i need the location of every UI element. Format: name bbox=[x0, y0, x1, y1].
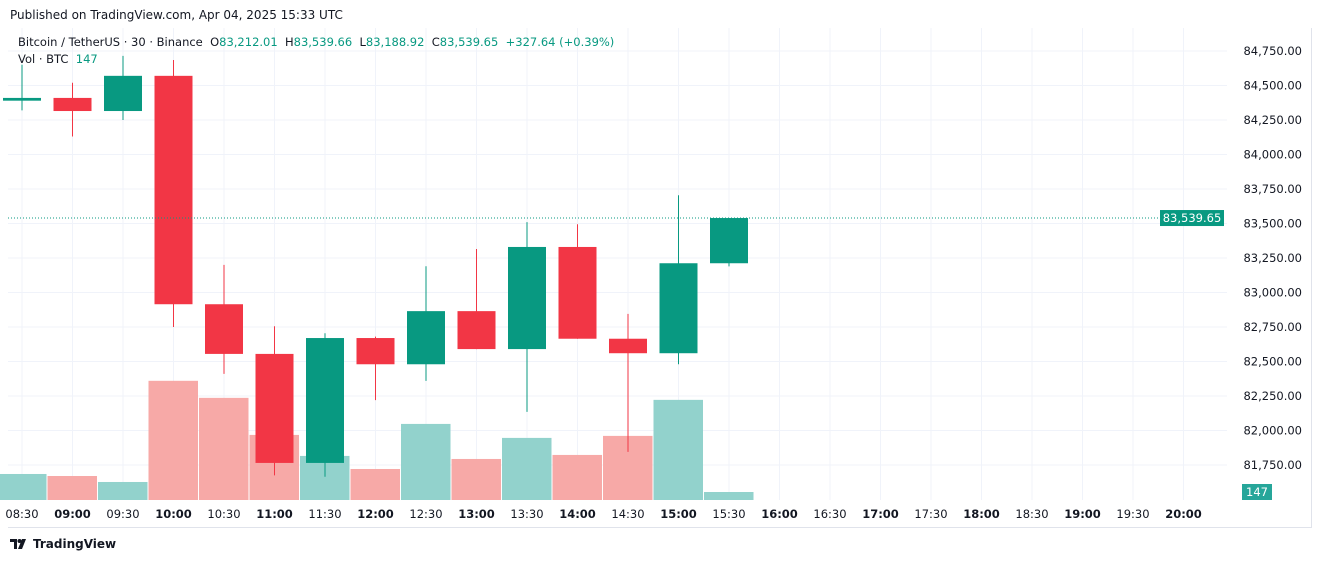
y-tick-label: 83,500.00 bbox=[1243, 217, 1302, 231]
x-tick-label: 09:30 bbox=[106, 507, 139, 521]
y-tick-label: 83,000.00 bbox=[1243, 286, 1302, 300]
x-tick-label: 14:30 bbox=[611, 507, 644, 521]
high-label: H bbox=[284, 35, 294, 49]
candlestick-chart[interactable]: 84,750.00 84,500.00 84,250.00 84,000.00 83,7… bbox=[0, 0, 1320, 530]
x-tick-label: 12:30 bbox=[409, 507, 442, 521]
volume-bar bbox=[401, 423, 451, 500]
candle-body bbox=[255, 353, 294, 463]
y-tick-label: 82,000.00 bbox=[1243, 424, 1302, 438]
x-tick-label: 09:00 bbox=[54, 507, 91, 521]
candle-body bbox=[356, 338, 395, 365]
x-tick-label: 10:00 bbox=[155, 507, 192, 521]
change-value: +327.64 (+0.39%) bbox=[505, 35, 615, 49]
x-tick-label: 16:00 bbox=[761, 507, 798, 521]
volume-bar bbox=[552, 454, 602, 500]
x-tick-label: 17:00 bbox=[862, 507, 899, 521]
x-tick-label: 08:30 bbox=[5, 507, 38, 521]
tradingview-logo: TradingView bbox=[10, 537, 116, 551]
candle-body bbox=[154, 75, 193, 305]
x-tick-label: 18:30 bbox=[1015, 507, 1048, 521]
candle-body bbox=[407, 311, 445, 365]
x-tick-label: 15:30 bbox=[712, 507, 745, 521]
y-tick-label: 81,750.00 bbox=[1243, 458, 1302, 472]
volume-bar bbox=[502, 437, 552, 500]
volume-bar bbox=[0, 473, 47, 500]
y-tick-label: 84,250.00 bbox=[1243, 113, 1302, 127]
x-tick-label: 14:00 bbox=[559, 507, 596, 521]
chart-legend: Bitcoin / TetherUS · 30 · Binance O83,21… bbox=[18, 34, 614, 68]
close-label: C bbox=[431, 35, 440, 49]
open-value: 83,212.01 bbox=[219, 35, 278, 49]
last-price-label: 83,539.65 bbox=[1163, 211, 1222, 225]
x-tick-label: 13:30 bbox=[510, 507, 543, 521]
x-tick-label: 15:00 bbox=[660, 507, 697, 521]
volume-bar bbox=[350, 468, 400, 500]
y-tick-label: 84,750.00 bbox=[1243, 44, 1302, 58]
tradingview-logo-text: TradingView bbox=[33, 537, 117, 551]
volume-bar bbox=[653, 399, 703, 500]
candle-body bbox=[558, 246, 597, 339]
open-label: O bbox=[210, 35, 220, 49]
volume-bar bbox=[451, 458, 501, 500]
x-tick-label: 20:00 bbox=[1165, 507, 1202, 521]
candle-body bbox=[457, 311, 496, 350]
close-value: 83,539.65 bbox=[439, 35, 499, 49]
last-price-badge bbox=[1160, 210, 1224, 227]
x-tick-label: 12:00 bbox=[357, 507, 394, 521]
published-note: Published on TradingView.com, Apr 04, 20… bbox=[10, 8, 343, 22]
volume-bar bbox=[148, 380, 198, 500]
low-label: L bbox=[359, 35, 366, 49]
x-tick-label: 17:30 bbox=[914, 507, 947, 521]
y-tick-label: 83,750.00 bbox=[1243, 182, 1302, 196]
candle-body bbox=[3, 97, 41, 101]
x-tick-label: 10:30 bbox=[207, 507, 240, 521]
volume-legend-row: Vol · BTC 147 bbox=[18, 51, 614, 68]
candle-body bbox=[659, 263, 698, 354]
x-tick-label: 16:30 bbox=[813, 507, 846, 521]
x-tick-label: 11:00 bbox=[256, 507, 293, 521]
candle-body bbox=[609, 338, 647, 354]
y-tick-label: 83,250.00 bbox=[1243, 251, 1302, 265]
volume-bar bbox=[704, 492, 754, 500]
symbol-name[interactable]: Bitcoin / TetherUS · 30 · Binance bbox=[18, 35, 203, 49]
low-value: 83,188.92 bbox=[365, 35, 425, 49]
y-tick-label: 84,500.00 bbox=[1243, 79, 1302, 93]
high-value: 83,539.66 bbox=[293, 35, 353, 49]
chart-frame bbox=[8, 28, 1312, 528]
volume-bar bbox=[47, 476, 97, 500]
x-tick-label: 18:00 bbox=[963, 507, 1000, 521]
symbol-legend-row: Bitcoin / TetherUS · 30 · Binance O83,21… bbox=[18, 34, 614, 51]
y-tick-label: 82,500.00 bbox=[1243, 355, 1302, 369]
x-tick-label: 11:30 bbox=[308, 507, 341, 521]
volume-label[interactable]: Vol · BTC bbox=[18, 52, 69, 66]
volume-value: 147 bbox=[75, 52, 98, 66]
candle-body bbox=[104, 75, 142, 112]
y-tick-label: 82,750.00 bbox=[1243, 320, 1302, 334]
x-tick-label: 13:00 bbox=[458, 507, 495, 521]
candle-body bbox=[508, 246, 546, 350]
last-volume-label: 147 bbox=[1246, 485, 1268, 499]
candle-body bbox=[710, 218, 748, 264]
candle-body bbox=[306, 338, 344, 463]
volume-bar bbox=[199, 397, 249, 500]
y-tick-label: 82,250.00 bbox=[1243, 389, 1302, 403]
tradingview-logo-icon bbox=[10, 539, 26, 549]
y-tick-label: 84,000.00 bbox=[1243, 148, 1302, 162]
candle-body bbox=[205, 304, 243, 354]
volume-bar bbox=[98, 481, 148, 500]
candle-body bbox=[53, 97, 92, 112]
x-tick-label: 19:00 bbox=[1064, 507, 1101, 521]
x-tick-label: 19:30 bbox=[1116, 507, 1149, 521]
last-volume-badge bbox=[1242, 484, 1272, 500]
